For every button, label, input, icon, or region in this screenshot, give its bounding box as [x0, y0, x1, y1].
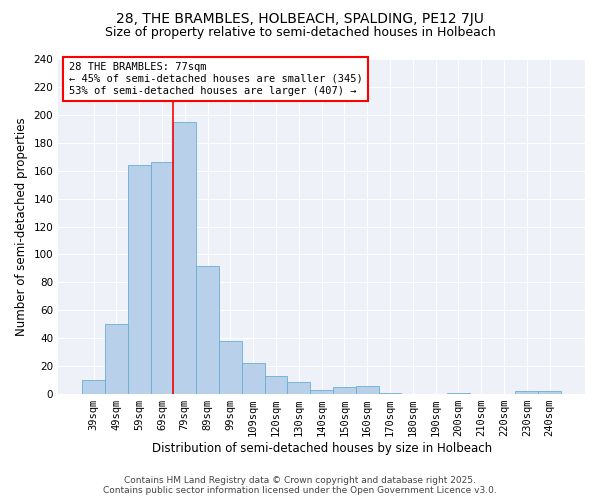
Bar [287, 382, 310, 394]
Y-axis label: Number of semi-detached properties: Number of semi-detached properties [15, 117, 28, 336]
Text: 28, THE BRAMBLES, HOLBEACH, SPALDING, PE12 7JU: 28, THE BRAMBLES, HOLBEACH, SPALDING, PE… [116, 12, 484, 26]
X-axis label: Distribution of semi-detached houses by size in Holbeach: Distribution of semi-detached houses by … [152, 442, 491, 455]
Bar [356, 386, 379, 394]
Bar [219, 341, 242, 394]
Bar [310, 390, 333, 394]
Bar [196, 266, 219, 394]
Bar [151, 162, 173, 394]
Bar [128, 165, 151, 394]
Text: 28 THE BRAMBLES: 77sqm
← 45% of semi-detached houses are smaller (345)
53% of se: 28 THE BRAMBLES: 77sqm ← 45% of semi-det… [69, 62, 362, 96]
Bar [333, 387, 356, 394]
Bar [242, 364, 265, 394]
Bar [173, 122, 196, 394]
Bar [379, 392, 401, 394]
Bar [82, 380, 105, 394]
Text: Size of property relative to semi-detached houses in Holbeach: Size of property relative to semi-detach… [104, 26, 496, 39]
Bar [265, 376, 287, 394]
Text: Contains HM Land Registry data © Crown copyright and database right 2025.
Contai: Contains HM Land Registry data © Crown c… [103, 476, 497, 495]
Bar [515, 392, 538, 394]
Bar [105, 324, 128, 394]
Bar [538, 392, 561, 394]
Bar [447, 392, 470, 394]
